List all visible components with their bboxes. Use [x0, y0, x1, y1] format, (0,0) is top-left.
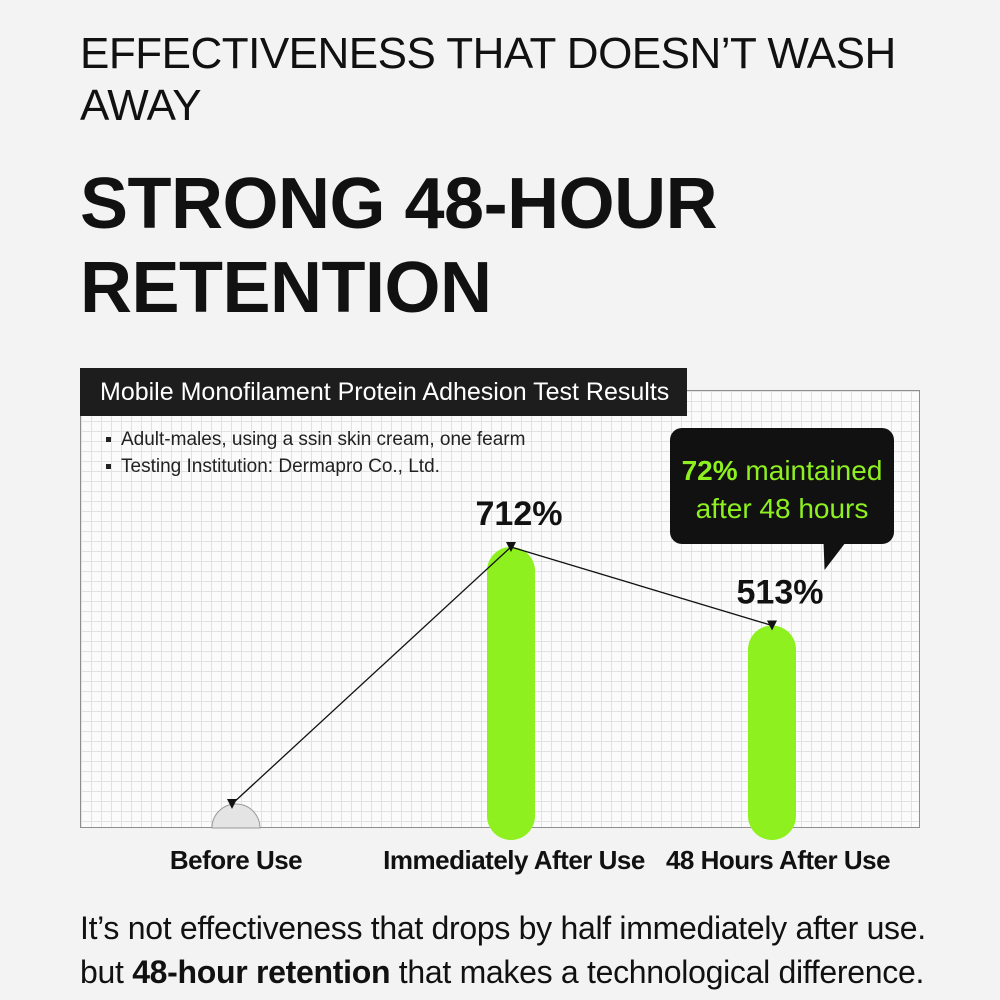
- test-notes: Adult-males, using a ssin skin cream, on…: [106, 426, 525, 480]
- category-label-immediately-after-use: Immediately After Use: [383, 845, 645, 875]
- footer-line-2-bold: 48-hour retention: [132, 954, 391, 990]
- note-item: Adult-males, using a ssin skin cream, on…: [106, 426, 525, 453]
- headline-title: STRONG 48-HOUR RETENTION: [80, 164, 718, 328]
- retention-callout: 72% maintained after 48 hours: [670, 428, 894, 544]
- data-point-marker-before-use: [227, 799, 237, 809]
- footer-line-1: It’s not effectiveness that drops by hal…: [80, 910, 926, 946]
- callout-line-1-rest: maintained: [737, 455, 883, 486]
- note-text: Adult-males, using a ssin skin cream, on…: [121, 429, 526, 450]
- value-label-immediately-after-use: 712%: [476, 495, 563, 533]
- footer-line-2: but 48-hour retention that makes a techn…: [80, 950, 980, 994]
- category-label-48-hours-after-use: 48 Hours After Use: [665, 845, 891, 875]
- callout-line-2: after 48 hours: [695, 493, 869, 524]
- trend-line-segment: [510, 546, 773, 627]
- callout-line-1: 72% maintained: [670, 452, 894, 490]
- bar-immediately-after-use: [487, 546, 535, 840]
- footer-statement: It’s not effectiveness that drops by hal…: [80, 906, 980, 994]
- trend-line-segment: [231, 546, 512, 805]
- note-text: Testing Institution: Dermapro Co., Ltd.: [121, 456, 440, 477]
- data-point-marker-immediately-after-use: [506, 541, 516, 552]
- bar-48-hours-after-use: [748, 625, 796, 840]
- data-point-marker-48-hours-after-use: [767, 620, 777, 631]
- callout-highlight: 72%: [681, 455, 738, 486]
- footer-line-2-suffix: that makes a technological difference.: [390, 954, 925, 990]
- footer-line-2-prefix: but: [80, 954, 133, 990]
- bullet-icon: [106, 437, 111, 442]
- category-label-before-use: Before Use: [169, 845, 303, 875]
- chart-title: Mobile Monofilament Protein Adhesion Tes…: [80, 368, 688, 416]
- value-label-48-hours-after-use: 513%: [737, 574, 824, 612]
- bar-before-use: [211, 803, 261, 829]
- headline-subtitle: EFFECTIVENESS THAT DOESN’T WASH AWAY: [80, 29, 896, 130]
- note-item: Testing Institution: Dermapro Co., Ltd.: [106, 453, 525, 480]
- bullet-icon: [106, 464, 111, 469]
